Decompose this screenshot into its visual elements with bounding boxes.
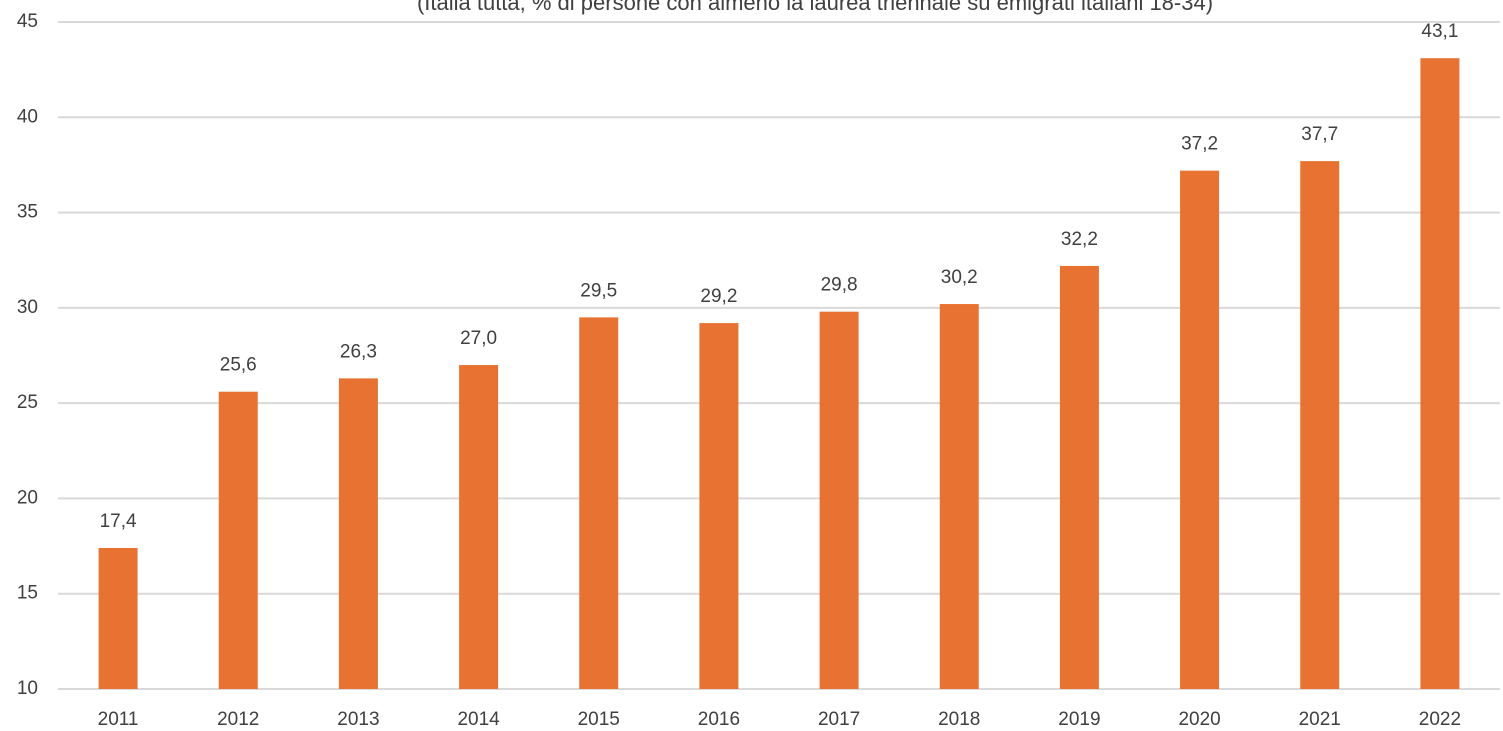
value-label: 29,5 xyxy=(580,280,617,301)
value-label: 26,3 xyxy=(340,341,377,362)
x-tick-label: 2022 xyxy=(1419,709,1461,730)
x-tick-label: 2019 xyxy=(1058,709,1100,730)
x-tick-label: 2012 xyxy=(217,709,259,730)
bar xyxy=(338,378,378,689)
bar xyxy=(1180,170,1220,689)
y-tick-label: 40 xyxy=(17,106,38,127)
x-tick-label: 2015 xyxy=(578,709,620,730)
y-tick-label: 10 xyxy=(17,678,38,699)
value-label: 29,8 xyxy=(821,275,858,296)
y-tick-label: 30 xyxy=(17,297,38,318)
value-label: 37,7 xyxy=(1301,124,1338,145)
value-label: 30,2 xyxy=(941,267,978,288)
x-tick-label: 2013 xyxy=(337,709,379,730)
x-tick-label: 2016 xyxy=(698,709,740,730)
bar xyxy=(1300,161,1340,690)
y-tick-label: 15 xyxy=(17,583,38,604)
bar xyxy=(218,391,258,689)
bar xyxy=(1420,58,1460,690)
y-tick-label: 35 xyxy=(17,202,38,223)
bar xyxy=(939,304,979,689)
x-tick-label: 2017 xyxy=(818,709,860,730)
x-tick-label: 2020 xyxy=(1178,709,1220,730)
bar xyxy=(1059,265,1099,689)
x-tick-label: 2014 xyxy=(457,709,500,730)
bar xyxy=(98,547,138,689)
bar xyxy=(699,323,739,689)
bar xyxy=(459,365,499,689)
chart-subtitle: (Italia tutta, % di persone con almeno l… xyxy=(417,0,1213,15)
value-label: 32,2 xyxy=(1061,229,1098,250)
value-label: 37,2 xyxy=(1181,134,1218,155)
x-tick-label: 2021 xyxy=(1299,709,1341,730)
bar xyxy=(819,311,859,689)
value-label: 25,6 xyxy=(220,355,257,376)
y-tick-label: 20 xyxy=(17,487,38,508)
bar xyxy=(579,317,619,689)
y-tick-label: 25 xyxy=(17,392,38,413)
x-tick-label: 2011 xyxy=(98,709,139,730)
value-label: 43,1 xyxy=(1421,21,1458,42)
x-tick-label: 2018 xyxy=(938,709,980,730)
y-tick-label: 45 xyxy=(17,11,38,32)
value-label: 27,0 xyxy=(460,328,497,349)
value-label: 29,2 xyxy=(700,286,737,307)
value-label: 17,4 xyxy=(100,511,137,532)
